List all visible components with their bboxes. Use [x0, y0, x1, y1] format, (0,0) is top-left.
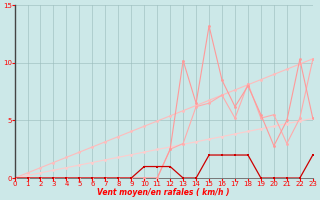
- X-axis label: Vent moyen/en rafales ( km/h ): Vent moyen/en rafales ( km/h ): [97, 188, 230, 197]
